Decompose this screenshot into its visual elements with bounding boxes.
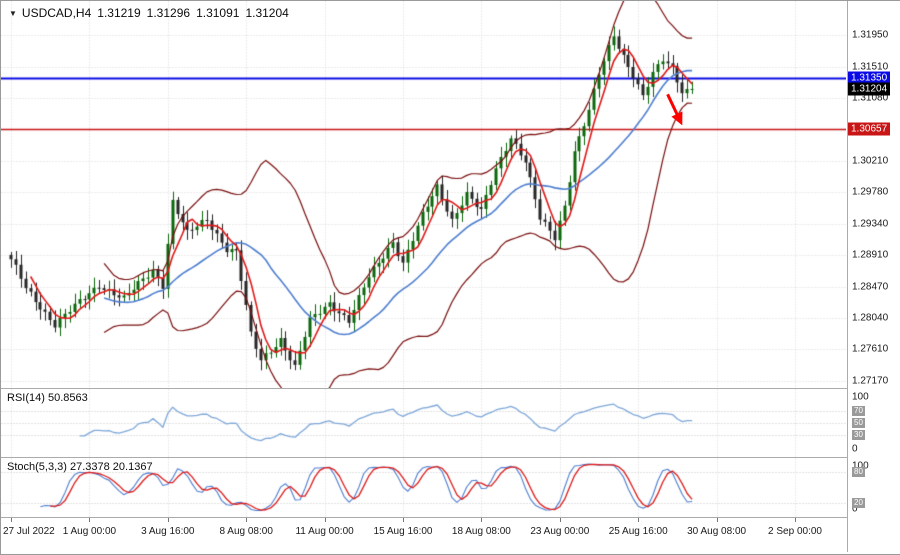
stoch-indicator-label: Stoch(5,3,3) 27.3378 20.1367 [7, 461, 153, 473]
rsi-indicator-label: RSI(14) 50.8563 [7, 392, 88, 404]
time-axis-label: 1 Aug 00:00 [62, 526, 117, 537]
indicator-level-badge: 50 [852, 418, 865, 428]
chart-symbol-period: USDCAD,H4 [21, 6, 92, 20]
indicator-level-badge: 70 [852, 405, 865, 416]
collapse-icon[interactable]: ▼ [9, 9, 17, 18]
panel-separator[interactable] [1, 457, 899, 458]
time-axis-label: 30 Aug 08:00 [687, 526, 747, 537]
time-tick [246, 518, 247, 522]
ohlc-low: 1.31091 [196, 6, 240, 20]
time-tick [403, 518, 404, 522]
time-tick [560, 518, 561, 522]
indicator-level-badge: 80 [852, 466, 865, 477]
ohlc-open: 1.31219 [97, 6, 141, 20]
price-tick-label: 1.27170 [852, 375, 889, 387]
time-axis-label: 2 Sep 00:00 [768, 526, 822, 537]
indicator-scale-label: 0 [852, 443, 858, 455]
price-tick-label: 1.28910 [852, 249, 889, 261]
time-axis-label: 27 Jul 2022 [3, 526, 55, 537]
price-axis[interactable]: 1.31350 1.31204 1.30657 1.31950 1.31510 1.… [847, 1, 900, 552]
price-tick-label: 1.28470 [852, 281, 889, 293]
time-tick [168, 518, 169, 522]
current-price-badge: 1.31204 [848, 82, 891, 96]
rsi-panel-canvas[interactable] [1, 389, 846, 457]
time-tick [89, 518, 90, 522]
price-tick-label: 1.28040 [852, 312, 889, 324]
time-axis-label: 15 Aug 16:00 [373, 526, 433, 537]
time-axis-label: 3 Aug 16:00 [141, 526, 195, 537]
indicator-level-badge: 20 [852, 498, 865, 509]
indicator-scale-label: 100 [852, 391, 869, 403]
time-tick [325, 518, 326, 522]
price-tick-label: 1.29780 [852, 186, 889, 198]
time-axis-label: 8 Aug 08:00 [219, 526, 273, 537]
price-tick-label: 1.27610 [852, 343, 889, 355]
time-tick [795, 518, 796, 522]
time-axis-label: 25 Aug 16:00 [608, 526, 668, 537]
main-chart-canvas[interactable] [1, 1, 846, 388]
indicator-level-badge: 30 [852, 430, 865, 441]
time-tick [11, 518, 12, 522]
price-tick-label: 1.31080 [852, 92, 889, 104]
resistance-line-price-badge: 1.31350 [848, 71, 891, 85]
stoch-panel-canvas[interactable] [1, 458, 846, 517]
price-tick-label: 1.31950 [852, 29, 889, 41]
chart-title: ▼ USDCAD,H4 1.31219 1.31296 1.31091 1.31204 [9, 6, 289, 20]
time-tick [481, 518, 482, 522]
time-tick [717, 518, 718, 522]
ohlc-high: 1.31296 [146, 6, 191, 20]
price-tick-label: 1.29340 [852, 218, 889, 230]
panel-separator[interactable] [1, 517, 899, 518]
time-axis[interactable]: 27 Jul 2022 1 Aug 00:00 3 Aug 16:00 8 Aug 0… [1, 518, 846, 552]
time-axis-label: 11 Aug 00:00 [295, 526, 354, 537]
price-tick-label: 1.31510 [852, 61, 889, 73]
panel-separator[interactable] [1, 388, 899, 389]
time-tick [638, 518, 639, 522]
support-line-price-badge: 1.30657 [848, 122, 891, 136]
time-axis-label: 23 Aug 00:00 [530, 526, 590, 537]
indicator-scale-label: 100 [852, 461, 869, 472]
ohlc-close: 1.31204 [245, 6, 289, 20]
price-tick-label: 1.30210 [852, 155, 889, 167]
time-axis-label: 18 Aug 08:00 [451, 526, 511, 537]
indicator-scale-label: 0 [852, 503, 858, 515]
